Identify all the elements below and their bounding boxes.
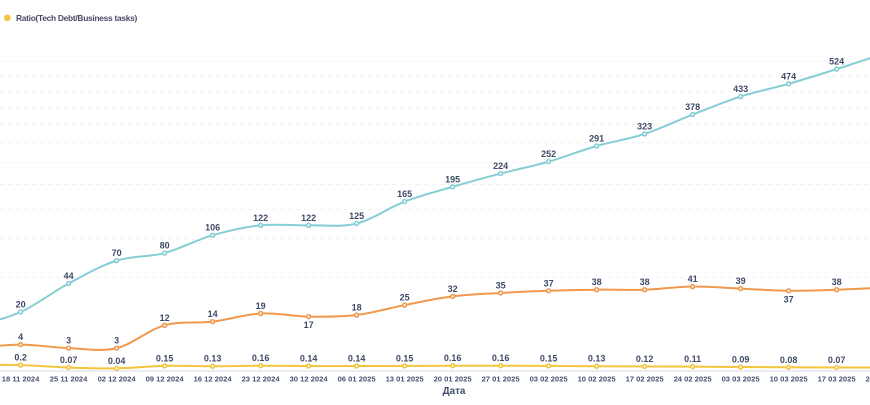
- svg-text:38: 38: [832, 277, 842, 287]
- svg-text:0.16: 0.16: [252, 353, 270, 363]
- svg-text:122: 122: [253, 213, 268, 223]
- svg-text:10 02 2025: 10 02 2025: [578, 375, 617, 384]
- svg-text:3: 3: [114, 336, 119, 346]
- svg-text:0.13: 0.13: [588, 354, 606, 364]
- svg-text:70: 70: [112, 248, 122, 258]
- svg-text:13 01 2025: 13 01 2025: [386, 375, 425, 384]
- svg-text:39: 39: [736, 276, 746, 286]
- svg-text:38: 38: [592, 277, 602, 287]
- svg-text:37: 37: [784, 294, 794, 304]
- svg-text:378: 378: [685, 102, 700, 112]
- svg-text:09 12 2024: 09 12 2024: [146, 375, 185, 384]
- svg-text:80: 80: [160, 241, 170, 251]
- svg-text:37: 37: [544, 278, 554, 288]
- svg-text:323: 323: [637, 121, 652, 131]
- svg-text:0.12: 0.12: [636, 354, 654, 364]
- svg-text:10 03 2025: 10 03 2025: [770, 375, 809, 384]
- svg-text:0.14: 0.14: [348, 354, 366, 364]
- svg-text:24 03 2025: 24 03 2025: [866, 375, 870, 384]
- svg-text:14: 14: [208, 309, 218, 319]
- svg-text:0.07: 0.07: [60, 355, 78, 365]
- svg-text:524: 524: [829, 57, 844, 67]
- svg-text:44: 44: [64, 271, 74, 281]
- svg-text:35: 35: [496, 280, 506, 290]
- svg-text:0.2: 0.2: [14, 353, 27, 363]
- svg-text:02 12 2024: 02 12 2024: [98, 375, 137, 384]
- svg-text:0.16: 0.16: [492, 353, 510, 363]
- svg-text:23 12 2024: 23 12 2024: [242, 375, 281, 384]
- svg-text:27 01 2025: 27 01 2025: [482, 375, 521, 384]
- svg-text:41: 41: [688, 274, 698, 284]
- svg-text:38: 38: [640, 277, 650, 287]
- svg-text:0.15: 0.15: [156, 353, 174, 363]
- svg-text:0.15: 0.15: [540, 353, 558, 363]
- svg-text:0.04: 0.04: [108, 356, 126, 366]
- svg-text:122: 122: [301, 213, 316, 223]
- svg-text:06 01 2025: 06 01 2025: [338, 375, 377, 384]
- svg-text:17 03 2025: 17 03 2025: [818, 375, 857, 384]
- svg-text:30 12 2024: 30 12 2024: [290, 375, 329, 384]
- svg-text:32: 32: [448, 284, 458, 294]
- svg-text:0.15: 0.15: [396, 353, 414, 363]
- svg-text:03 02 2025: 03 02 2025: [530, 375, 569, 384]
- svg-text:03 03 2025: 03 03 2025: [722, 375, 761, 384]
- svg-text:291: 291: [589, 134, 604, 144]
- svg-text:20: 20: [16, 300, 26, 310]
- svg-text:Дата: Дата: [443, 386, 466, 397]
- svg-text:106: 106: [205, 223, 220, 233]
- svg-text:25: 25: [400, 293, 410, 303]
- svg-text:0.11: 0.11: [684, 354, 701, 364]
- svg-text:0.07: 0.07: [828, 355, 846, 365]
- svg-text:433: 433: [733, 84, 748, 94]
- svg-text:474: 474: [781, 71, 796, 81]
- svg-text:20 01 2025: 20 01 2025: [434, 375, 473, 384]
- svg-text:0.16: 0.16: [444, 353, 462, 363]
- svg-text:18: 18: [352, 303, 362, 313]
- svg-text:0.08: 0.08: [780, 355, 798, 365]
- svg-text:252: 252: [541, 149, 556, 159]
- svg-text:3: 3: [66, 336, 71, 346]
- svg-text:165: 165: [397, 189, 412, 199]
- svg-text:19: 19: [256, 301, 266, 311]
- svg-text:12: 12: [160, 313, 170, 323]
- svg-text:17: 17: [304, 320, 314, 330]
- svg-text:Ratio(Tech Debt/Business tasks: Ratio(Tech Debt/Business tasks): [16, 13, 137, 23]
- svg-text:0.13: 0.13: [204, 354, 222, 364]
- svg-text:18 11 2024: 18 11 2024: [2, 375, 40, 384]
- svg-text:125: 125: [349, 211, 364, 221]
- svg-text:25 11 2024: 25 11 2024: [50, 375, 88, 384]
- svg-text:0.09: 0.09: [732, 355, 750, 365]
- svg-text:24 02 2025: 24 02 2025: [674, 375, 713, 384]
- svg-text:0.14: 0.14: [300, 354, 318, 364]
- svg-text:195: 195: [445, 174, 460, 184]
- svg-text:16 12 2024: 16 12 2024: [194, 375, 233, 384]
- svg-text:17 02 2025: 17 02 2025: [626, 375, 665, 384]
- svg-text:4: 4: [18, 332, 23, 342]
- svg-text:224: 224: [493, 161, 508, 171]
